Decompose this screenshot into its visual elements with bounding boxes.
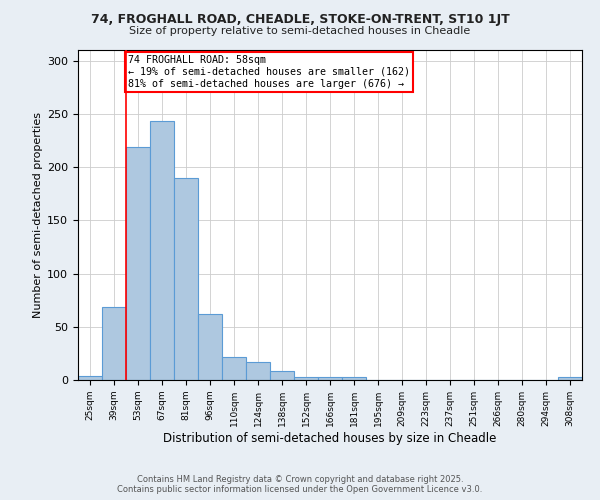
Bar	[102, 306, 126, 380]
Bar	[246, 362, 270, 380]
Bar	[78, 376, 102, 380]
Bar	[342, 377, 366, 380]
Bar	[318, 377, 342, 380]
Text: Size of property relative to semi-detached houses in Cheadle: Size of property relative to semi-detach…	[130, 26, 470, 36]
Bar	[222, 356, 246, 380]
Bar	[558, 377, 582, 380]
Bar	[270, 372, 294, 380]
Bar	[150, 122, 174, 380]
Bar	[126, 147, 150, 380]
Text: Contains HM Land Registry data © Crown copyright and database right 2025.
Contai: Contains HM Land Registry data © Crown c…	[118, 474, 482, 494]
Text: 74, FROGHALL ROAD, CHEADLE, STOKE-ON-TRENT, ST10 1JT: 74, FROGHALL ROAD, CHEADLE, STOKE-ON-TRE…	[91, 12, 509, 26]
X-axis label: Distribution of semi-detached houses by size in Cheadle: Distribution of semi-detached houses by …	[163, 432, 497, 444]
Bar	[174, 178, 198, 380]
Bar	[294, 377, 318, 380]
Bar	[198, 314, 222, 380]
Text: 74 FROGHALL ROAD: 58sqm
← 19% of semi-detached houses are smaller (162)
81% of s: 74 FROGHALL ROAD: 58sqm ← 19% of semi-de…	[128, 56, 410, 88]
Y-axis label: Number of semi-detached properties: Number of semi-detached properties	[33, 112, 43, 318]
